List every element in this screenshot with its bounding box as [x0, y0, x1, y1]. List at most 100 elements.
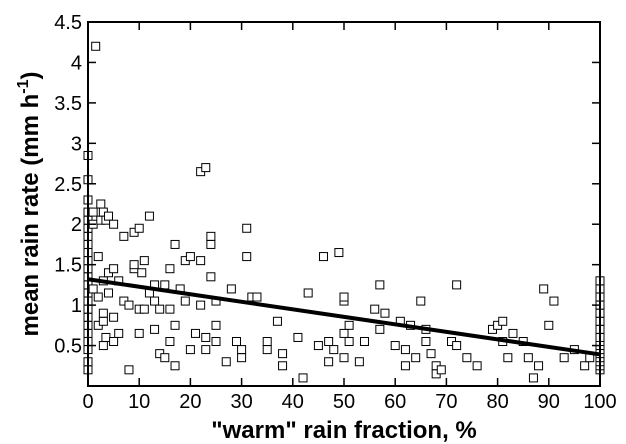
data-point [400, 361, 410, 371]
y-tick-label: 4 [71, 52, 82, 74]
data-point [124, 365, 134, 375]
x-axis-ticks: 0 10 20 30 40 50 60 70 80 90 100 [82, 22, 617, 413]
regression-line-group [87, 277, 601, 357]
data-point [354, 357, 364, 367]
data-point [303, 288, 313, 298]
data-point [119, 231, 129, 241]
data-point [101, 332, 111, 342]
data-point [421, 337, 431, 347]
data-point [134, 223, 144, 233]
data-point [339, 353, 349, 363]
data-point [170, 361, 180, 371]
data-point [452, 341, 462, 351]
data-point [503, 353, 513, 363]
data-point [344, 320, 354, 330]
data-point [165, 264, 175, 274]
data-point [109, 264, 119, 274]
y-tick-label: 4.5 [54, 12, 82, 34]
y-axis-ticks: 0.5 1 1.5 2 2.5 3 3.5 4 4.5 [54, 12, 600, 358]
y-tick-label: 3.5 [54, 93, 82, 115]
data-point [416, 296, 426, 306]
data-point [498, 316, 508, 326]
data-point [150, 296, 160, 306]
y-tick-label: 2.5 [54, 174, 82, 196]
data-point [462, 353, 472, 363]
data-point [96, 199, 106, 209]
data-point [334, 248, 344, 258]
data-point [144, 211, 154, 221]
data-point [319, 252, 329, 262]
data-point [98, 308, 108, 318]
data-point [559, 353, 569, 363]
data-points [83, 41, 605, 383]
data-point [370, 304, 380, 314]
x-tick-label: 0 [82, 391, 93, 413]
x-tick-label: 90 [538, 391, 560, 413]
y-tick-label: 3 [71, 133, 82, 155]
data-point [103, 211, 113, 221]
y-tick-label: 0.5 [54, 336, 82, 358]
data-point [155, 304, 165, 314]
data-point [528, 373, 538, 383]
data-point [226, 284, 236, 294]
data-point [150, 324, 160, 334]
data-point [390, 341, 400, 351]
data-point [313, 341, 323, 351]
data-point [221, 357, 231, 367]
data-point [339, 292, 349, 302]
x-tick-label: 50 [333, 391, 355, 413]
data-point [534, 361, 544, 371]
data-point [452, 280, 462, 290]
data-point [180, 296, 190, 306]
data-point [109, 337, 119, 347]
x-tick-label: 80 [486, 391, 508, 413]
data-point [293, 332, 303, 342]
data-point [272, 316, 282, 326]
data-point [278, 349, 288, 359]
data-point [134, 328, 144, 338]
data-point [237, 345, 247, 355]
y-tick-label: 2 [71, 214, 82, 236]
data-point [201, 345, 211, 355]
data-point [137, 268, 147, 278]
data-point [129, 260, 139, 270]
data-point [170, 320, 180, 330]
data-point [262, 337, 272, 347]
data-point [400, 345, 410, 355]
data-point [93, 252, 103, 262]
data-point [375, 324, 385, 334]
data-point [523, 353, 533, 363]
data-point [165, 337, 175, 347]
data-point [544, 320, 554, 330]
y-axis-title-end: ) [17, 72, 44, 80]
data-point [324, 337, 334, 347]
data-point [88, 284, 98, 294]
data-point [191, 328, 201, 338]
data-point [359, 337, 369, 347]
y-tick-label: 1.5 [54, 255, 82, 277]
x-axis-title: "warm" rain fraction, % [211, 417, 477, 444]
x-tick-label: 40 [282, 391, 304, 413]
data-point [139, 304, 149, 314]
x-tick-label: 10 [128, 391, 150, 413]
regression-line [87, 277, 601, 357]
data-point [196, 256, 206, 266]
data-point [170, 239, 180, 249]
data-point [93, 292, 103, 302]
data-point [278, 361, 288, 371]
data-point [539, 284, 549, 294]
data-point [211, 337, 221, 347]
x-tick-label: 60 [384, 391, 406, 413]
data-point [298, 373, 308, 383]
data-point [206, 231, 216, 241]
data-point [206, 272, 216, 282]
data-point [88, 207, 98, 217]
data-point [508, 328, 518, 338]
data-point [185, 252, 195, 262]
x-tick-label: 70 [435, 391, 457, 413]
data-point [109, 312, 119, 322]
data-point [91, 41, 101, 51]
data-point [124, 300, 134, 310]
data-point [114, 328, 124, 338]
